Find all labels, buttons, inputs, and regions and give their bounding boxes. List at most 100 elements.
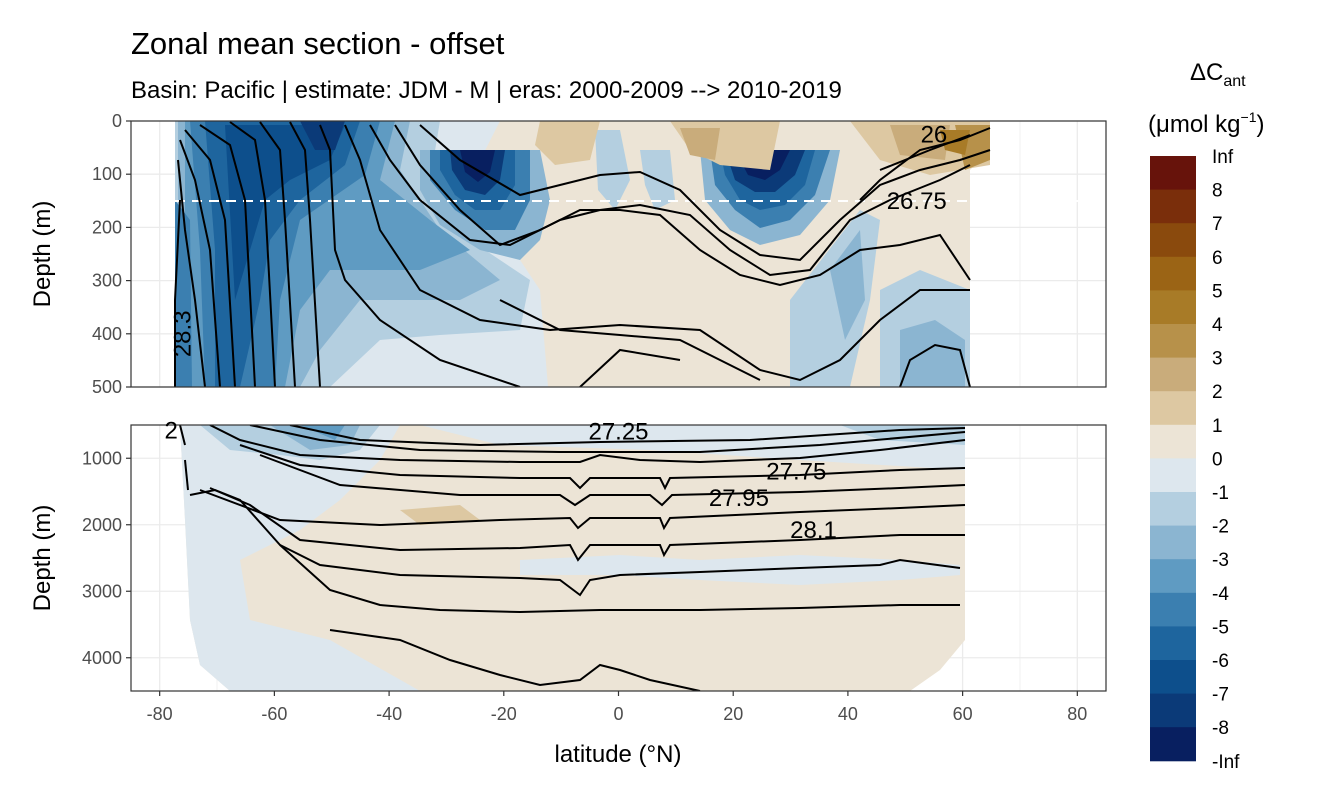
legend-unit-suffix: ) <box>1256 111 1264 138</box>
legend-label: -6 <box>1212 651 1229 672</box>
contour-label: 26.75 <box>887 188 947 215</box>
fill-region <box>830 230 865 340</box>
fill-region <box>940 130 970 155</box>
isopycnal-line <box>394 124 971 287</box>
isopycnal-line <box>184 129 236 387</box>
chart-title: Zonal mean section - offset <box>131 26 505 61</box>
legend-label: 6 <box>1212 248 1223 269</box>
fill-region <box>840 425 965 445</box>
isopycnal-line <box>579 348 681 387</box>
isopycnal-line <box>329 629 701 691</box>
legend-swatch <box>1150 525 1196 560</box>
y-tick-label: 2000 <box>82 515 122 535</box>
contour-label: 2 <box>164 417 177 444</box>
legend-label: 7 <box>1212 214 1223 235</box>
y-tick-label: 4000 <box>82 648 122 668</box>
isopycnals-upper <box>174 121 991 387</box>
y-axis-upper: 0 100 200 300 400 500 <box>92 111 131 397</box>
x-tick-label: -80 <box>147 704 173 724</box>
contour-fill-lower <box>179 425 966 691</box>
fill-region <box>680 128 720 160</box>
isopycnal-line <box>249 425 966 453</box>
legend-swatch <box>1150 357 1196 392</box>
legend-swatch <box>1150 727 1196 762</box>
legend-label: Inf <box>1212 147 1234 168</box>
legend-swatch <box>1150 626 1196 661</box>
fill-region <box>535 121 600 165</box>
x-axis: -80 -60 -40 -20 0 20 40 60 80 <box>147 691 1087 724</box>
fill-region <box>595 130 630 210</box>
legend-swatch <box>1150 660 1196 695</box>
y-tick-label: 3000 <box>82 581 122 601</box>
x-axis-title: latitude (°N) <box>555 741 682 768</box>
legend-title-sub: ant <box>1223 73 1246 90</box>
legend-label: -4 <box>1212 584 1229 605</box>
y-axis-lower: 1000 2000 3000 4000 <box>82 448 131 668</box>
legend-labels: Inf 8 7 6 5 4 3 2 1 0 -1 -2 -3 -4 -5 -6 -7 -8 -Inf <box>1212 147 1240 773</box>
legend-label: 4 <box>1212 315 1223 336</box>
legend-label: -8 <box>1212 718 1229 739</box>
isopycnal-line <box>279 544 960 614</box>
isopycnal-line <box>289 121 321 387</box>
legend-swatch <box>1150 559 1196 594</box>
isopycnal-line <box>199 489 966 531</box>
y-tick-label: 100 <box>92 164 122 184</box>
legend: ΔCant (μmol kg−1) Inf 8 7 6 5 4 3 2 1 0 -1 -2 -3 -4 -5… <box>1148 59 1264 773</box>
contour-label: 27.75 <box>766 459 826 486</box>
isopycnal-line <box>189 488 961 597</box>
isopycnal-line <box>239 444 966 491</box>
legend-label: -2 <box>1212 517 1229 538</box>
isopycnal-line <box>419 124 991 262</box>
legend-swatch <box>1150 693 1196 728</box>
fill-region <box>400 505 480 525</box>
legend-swatch <box>1150 458 1196 493</box>
y-tick-label: 0 <box>112 111 122 131</box>
legend-swatch <box>1150 290 1196 325</box>
fill-region <box>890 125 950 160</box>
isopycnal-line <box>179 425 186 446</box>
y-tick-label: 400 <box>92 324 122 344</box>
legend-unit: (μmol kg−1) <box>1148 109 1264 138</box>
isopycnal-line <box>174 199 181 387</box>
panel-upper: 0 100 200 300 400 500 Depth (m) <box>29 111 1107 397</box>
legend-label: 1 <box>1212 416 1223 437</box>
legend-title-main: ΔC <box>1190 59 1223 86</box>
contour-label: 27.95 <box>709 485 769 512</box>
legend-label: -3 <box>1212 550 1229 571</box>
chart-subtitle: Basin: Pacific | estimate: JDM - M | era… <box>131 77 842 104</box>
x-tick-label: -60 <box>261 704 287 724</box>
contour-label: 28.1 <box>790 517 837 544</box>
isopycnals-lower <box>179 425 966 691</box>
y-tick-label: 1000 <box>82 448 122 468</box>
isopycnal-line <box>199 124 256 387</box>
y-axis-title-lower: Depth (m) <box>29 505 56 612</box>
fill-region <box>300 121 345 150</box>
legend-label: 3 <box>1212 349 1223 370</box>
x-tick-label: 80 <box>1067 704 1087 724</box>
isopycnal-line <box>209 425 966 464</box>
isopycnal-line <box>179 139 221 387</box>
legend-label: 5 <box>1212 281 1223 302</box>
legend-unit-sup: −1 <box>1241 109 1257 125</box>
contour-fill-upper <box>174 121 1106 387</box>
fill-region <box>420 425 965 470</box>
fill-region <box>180 425 420 691</box>
legend-label: 2 <box>1212 382 1223 403</box>
isopycnal-line <box>899 343 971 387</box>
legend-swatch <box>1150 156 1196 191</box>
fill-region <box>225 125 345 300</box>
isopycnal-line <box>229 121 276 387</box>
x-tick-label: -40 <box>376 704 402 724</box>
x-tick-label: -20 <box>491 704 517 724</box>
x-tick-label: 60 <box>953 704 973 724</box>
contour-label: 28.3 <box>170 310 197 357</box>
fill-region <box>460 150 495 182</box>
x-tick-label: 20 <box>723 704 743 724</box>
legend-label: 8 <box>1212 181 1223 202</box>
isopycnal-line <box>209 487 965 562</box>
legend-colorbar <box>1150 156 1196 762</box>
legend-swatch <box>1150 592 1196 627</box>
isopycnal-line <box>499 299 761 381</box>
legend-swatch <box>1150 391 1196 426</box>
